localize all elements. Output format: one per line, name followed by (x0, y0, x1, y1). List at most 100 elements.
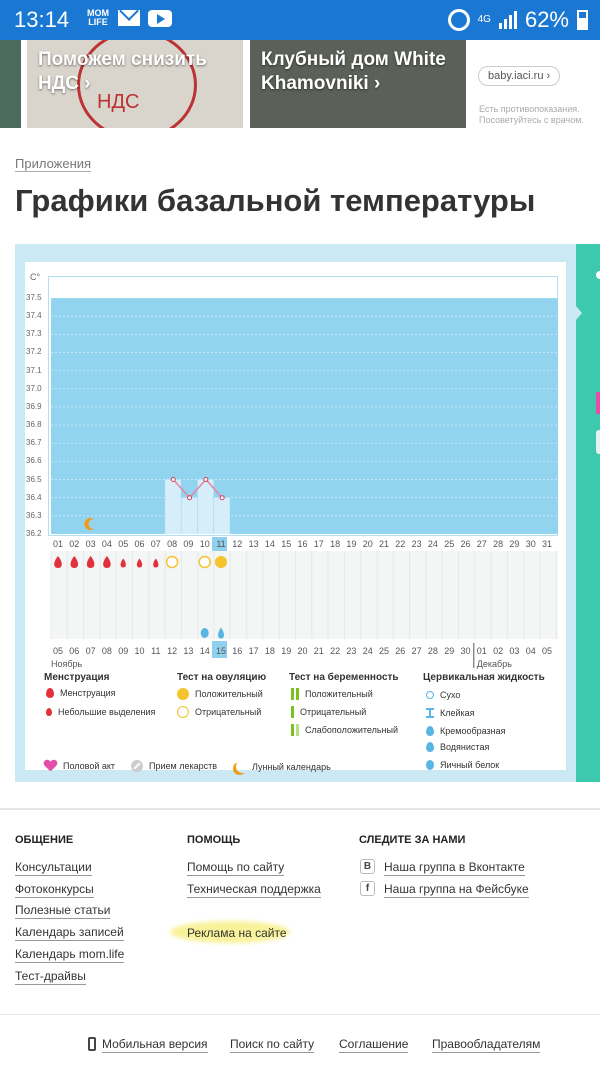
status-bar: 13:14 MOM LIFE 4G 62% (0, 0, 600, 40)
ad-text: Клубный дом White Khamovniki › (261, 49, 446, 94)
ad-banner-partial[interactable] (0, 40, 21, 128)
side-panel[interactable] (576, 244, 600, 782)
drop-blue-icon (426, 742, 434, 752)
legend-item-preg-weak: Слабоположительный (291, 724, 398, 736)
date-label: 10 (134, 646, 144, 656)
panel-dot-icon (596, 271, 600, 279)
panel-marker (596, 392, 600, 414)
footer-title-help: ПОМОЩЬ (187, 834, 241, 846)
circle-outline-yellow-icon (177, 706, 189, 718)
ad-source-link[interactable]: baby.iaci.ru › (478, 66, 561, 86)
ovulation-positive-icon (215, 556, 227, 568)
egg-white-icon (200, 628, 209, 638)
footer-link-consultations[interactable]: Консультации (15, 860, 92, 876)
footer-link-tech-support[interactable]: Техническая поддержка (187, 882, 321, 898)
cycle-day-label: 27 (477, 539, 487, 549)
youtube-icon (148, 9, 172, 27)
cycle-day-label: 24 (428, 539, 438, 549)
breadcrumb[interactable]: Приложения (15, 156, 92, 172)
legend-item-dry: Сухо (426, 690, 460, 700)
menstruation-drop-icon (70, 556, 79, 568)
facebook-icon: f (360, 881, 375, 896)
double-bar-icon (291, 688, 299, 700)
footer-link-fb-group[interactable]: Наша группа на Фейсбуке (384, 882, 529, 898)
i-beam-icon (426, 708, 434, 718)
panel-box (596, 430, 600, 454)
moon-icon (236, 760, 249, 773)
date-label: 15 (216, 646, 226, 656)
footer-link-site-help[interactable]: Помощь по сайту (187, 860, 285, 876)
footer-link-test-drives[interactable]: Тест-драйвы (15, 969, 86, 985)
temperature-line (172, 478, 223, 499)
date-label: 19 (281, 646, 291, 656)
bag-illustration (77, 40, 197, 128)
ad-disclaimer: Есть противопоказания. Посоветуйтесь с в… (479, 104, 584, 125)
ad-banner-khamovniki[interactable]: Клубный дом White Khamovniki › (250, 40, 466, 128)
cycle-day-label: 07 (151, 539, 161, 549)
y-tick-label: 36.5 (26, 474, 42, 484)
ad-text: Поможем снизить НДС › (38, 49, 207, 94)
date-label: 01 (477, 646, 487, 656)
date-label: 20 (297, 646, 307, 656)
cycle-day-label: 30 (526, 539, 536, 549)
date-label: 22 (330, 646, 340, 656)
cycle-day-label: 09 (183, 539, 193, 549)
cycle-day-label: 06 (134, 539, 144, 549)
legend-item-sticky: Клейкая (426, 708, 475, 718)
drop-red-icon (46, 688, 54, 698)
cycle-day-label: 14 (265, 539, 275, 549)
footer-link-momlife-calendar[interactable]: Календарь mom.life (15, 947, 125, 963)
cycle-day-label: 17 (314, 539, 324, 549)
cycle-day-label: 11 (216, 539, 225, 549)
weak-bar-icon (291, 724, 299, 736)
cycle-day-label: 19 (346, 539, 356, 549)
mom-life-icon: MOM LIFE (87, 8, 109, 27)
date-label: 03 (509, 646, 519, 656)
footer-link-records-calendar[interactable]: Календарь записей (15, 925, 124, 941)
link-mobile-version[interactable]: Мобильная версия (102, 1037, 208, 1053)
moon-icon (84, 518, 94, 530)
date-label: 29 (444, 646, 454, 656)
cycle-day-label: 01 (53, 539, 63, 549)
day-markers-panel (51, 551, 558, 639)
oval-blue-icon (426, 760, 434, 770)
footer-link-advertising[interactable]: Реклама на сайте (187, 926, 287, 940)
y-tick-label: 37.1 (26, 365, 42, 375)
y-tick-label: 37.4 (26, 311, 42, 321)
footer-link-photo-contests[interactable]: Фотоконкурсы (15, 882, 94, 898)
link-site-search[interactable]: Поиск по сайту (230, 1037, 315, 1053)
spotting-drop-icon (153, 558, 159, 568)
temperature-chart[interactable]: 01 02 03 04 05 06 07 08 09 10 11 12 13 14 15 16 17 18 19 20… (0, 0, 600, 680)
circle-outline-blue-icon (426, 691, 434, 699)
cycle-day-label: 03 (86, 539, 96, 549)
cycle-day-label: 10 (200, 539, 210, 549)
ad-banner-nds[interactable]: НДС Поможем снизить НДС › (27, 40, 243, 128)
circle-yellow-icon (177, 688, 189, 700)
footer-link-vk-group[interactable]: Наша группа в Вконтакте (384, 860, 525, 876)
cycle-day-label: 13 (249, 539, 259, 549)
link-rights-holders[interactable]: Правообладателям (432, 1037, 541, 1053)
small-drop-red-icon (46, 708, 52, 716)
ovulation-negative-icon (165, 555, 179, 569)
legend-title-ovulation: Тест на овуляцию (177, 672, 267, 683)
legend-item-watery: Водянистая (426, 742, 489, 752)
footer-link-articles[interactable]: Полезные статьи (15, 903, 111, 919)
cycle-day-label: 22 (395, 539, 405, 549)
date-label: 11 (151, 646, 160, 656)
link-agreement[interactable]: Соглашение (339, 1037, 409, 1053)
cycle-day-label: 15 (281, 539, 291, 549)
temperature-point (170, 477, 176, 483)
cycle-day-label: 31 (542, 539, 552, 549)
legend-item-creamy: Кремообразная (426, 726, 506, 736)
date-label: 05 (542, 646, 552, 656)
legend-item-ovulation-negative: Отрицательный (177, 706, 261, 718)
single-bar-icon (291, 706, 294, 718)
signal-icon (498, 11, 517, 29)
date-label: 04 (526, 646, 536, 656)
cycle-day-label: 12 (232, 539, 242, 549)
pill-icon (131, 760, 143, 772)
temperature-point (203, 477, 209, 483)
current-day-highlight (212, 537, 227, 551)
date-label: 08 (102, 646, 112, 656)
legend-item-egg-white: Яичный белок (426, 760, 499, 770)
